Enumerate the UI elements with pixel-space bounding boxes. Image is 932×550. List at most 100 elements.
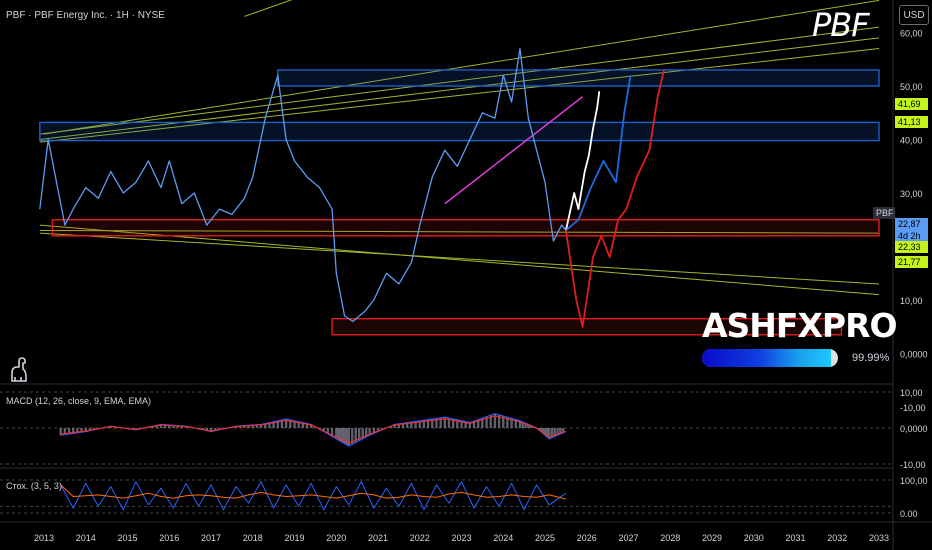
macd-histogram-bar bbox=[456, 419, 459, 428]
macd-signal-line bbox=[60, 415, 567, 444]
macd-histogram-bar bbox=[354, 428, 357, 443]
macd-histogram-bar bbox=[521, 422, 524, 428]
macd-histogram-bar bbox=[255, 424, 259, 428]
macd-histogram-bar bbox=[422, 420, 426, 428]
macd-histogram-bar bbox=[345, 428, 348, 445]
macd-histogram-bar bbox=[201, 428, 204, 430]
stoch-title[interactable]: Стох. (3, 5, 3) bbox=[6, 481, 62, 491]
macd-histogram-bar bbox=[406, 422, 409, 428]
price-tick-label: 60,00 bbox=[900, 29, 923, 39]
progress-meter-fill bbox=[702, 349, 832, 367]
macd-histogram-bar bbox=[88, 428, 92, 431]
macd-histogram-bar bbox=[184, 426, 188, 428]
macd-histogram-bar bbox=[284, 419, 288, 428]
time-tick-label: 2021 bbox=[368, 533, 388, 543]
macd-histogram-bar bbox=[297, 421, 300, 428]
macd-histogram-bar bbox=[330, 428, 334, 437]
price-label-bg bbox=[895, 256, 928, 268]
price-tick-label: 30,00 bbox=[900, 189, 923, 199]
macd-histogram-bar bbox=[559, 428, 562, 434]
projection-white bbox=[565, 91, 601, 231]
macd-histogram-bar bbox=[80, 428, 83, 433]
price-tick-label: 0,0000 bbox=[900, 350, 928, 360]
symbol-watermark: PBF bbox=[812, 6, 870, 44]
macd-histogram-bar bbox=[72, 428, 75, 434]
macd-histogram-bar bbox=[339, 428, 342, 442]
trendline bbox=[39, 48, 880, 143]
time-tick-label: 2014 bbox=[76, 533, 96, 543]
macd-histogram-bar bbox=[464, 421, 467, 428]
macd-histogram-bar bbox=[92, 428, 96, 430]
time-tick-label: 2032 bbox=[827, 533, 847, 543]
macd-histogram-bar bbox=[341, 428, 344, 443]
projection-red bbox=[565, 69, 665, 328]
macd-histogram-bar bbox=[468, 422, 472, 428]
zone-blue-1 bbox=[39, 121, 880, 142]
macd-histogram-bar bbox=[541, 428, 545, 434]
macd-histogram-bar bbox=[372, 428, 376, 434]
macd-histogram-bar bbox=[247, 425, 250, 428]
macd-histogram-bar bbox=[502, 416, 505, 428]
trendline bbox=[39, 232, 880, 285]
trendline bbox=[244, 0, 293, 17]
time-tick-label: 2026 bbox=[577, 533, 597, 543]
macd-histogram-bar bbox=[447, 418, 451, 428]
macd-tick-label: -10,00 bbox=[900, 460, 926, 470]
price-label: 22,87 bbox=[898, 219, 921, 229]
macd-title[interactable]: MACD (12, 26, close, 9, EMA, EMA) bbox=[6, 396, 152, 406]
currency-button[interactable]: USD bbox=[899, 5, 929, 25]
macd-histogram-bar bbox=[376, 428, 380, 432]
macd-histogram-bar bbox=[497, 414, 501, 428]
price-label-bg bbox=[895, 241, 928, 253]
time-tick-label: 2015 bbox=[117, 533, 137, 543]
macd-histogram-bar bbox=[276, 420, 279, 428]
macd-histogram-bar bbox=[518, 420, 522, 428]
macd-histogram-bar bbox=[510, 418, 513, 428]
time-tick-label: 2017 bbox=[201, 533, 221, 543]
symbol-header[interactable]: PBF · PBF Energy Inc. · 1H · NYSE bbox=[6, 10, 165, 21]
macd-histogram-bar bbox=[251, 425, 254, 428]
macd-histogram-bar bbox=[361, 428, 364, 439]
macd-histogram-bar bbox=[561, 428, 565, 433]
time-tick-label: 2033 bbox=[869, 533, 889, 543]
macd-histogram-bar bbox=[351, 428, 354, 445]
time-tick-label: 2013 bbox=[34, 533, 54, 543]
macd-histogram-bar bbox=[358, 428, 361, 441]
macd-histogram-bar bbox=[443, 417, 446, 428]
macd-histogram-bar bbox=[326, 428, 330, 434]
macd-histogram-bar bbox=[485, 416, 488, 428]
price-label: 22,33 bbox=[898, 242, 921, 252]
macd-histogram-bar bbox=[335, 428, 338, 439]
magenta-trendline bbox=[444, 96, 584, 205]
price-label: 21,77 bbox=[898, 257, 921, 267]
time-tick-label: 2023 bbox=[451, 533, 471, 543]
macd-histogram-bar bbox=[418, 420, 421, 428]
macd-histogram-bar bbox=[234, 426, 238, 428]
macd-histogram-bar bbox=[451, 419, 455, 428]
time-tick-label: 2027 bbox=[618, 533, 638, 543]
macd-histogram-bar bbox=[556, 428, 559, 436]
macd-histogram-bar bbox=[368, 428, 371, 436]
macd-histogram-bar bbox=[481, 418, 484, 428]
macd-histogram-bar bbox=[322, 428, 325, 432]
macd-histogram-bar bbox=[76, 428, 79, 433]
macd-histogram-bar bbox=[243, 425, 246, 428]
dinosaur-icon[interactable] bbox=[9, 357, 29, 383]
stoch-k-line bbox=[60, 481, 567, 511]
time-tick-label: 2019 bbox=[284, 533, 304, 543]
macd-histogram-bar bbox=[213, 428, 217, 431]
macd-histogram-bar bbox=[293, 420, 296, 428]
brand-name: ASHFXPRO bbox=[702, 306, 898, 345]
macd-histogram-bar bbox=[439, 417, 442, 428]
zone-red-3 bbox=[331, 318, 843, 336]
price-label-bg bbox=[895, 218, 928, 230]
macd-histogram-bar bbox=[168, 425, 171, 428]
macd-histogram-bar bbox=[172, 425, 175, 428]
macd-histogram-bar bbox=[209, 428, 213, 432]
macd-histogram-bar bbox=[527, 424, 530, 428]
macd-histogram-bar bbox=[506, 417, 509, 428]
trendline bbox=[39, 224, 880, 296]
price-tick-label: -10,00 bbox=[900, 403, 926, 413]
macd-histogram-bar bbox=[259, 424, 263, 428]
